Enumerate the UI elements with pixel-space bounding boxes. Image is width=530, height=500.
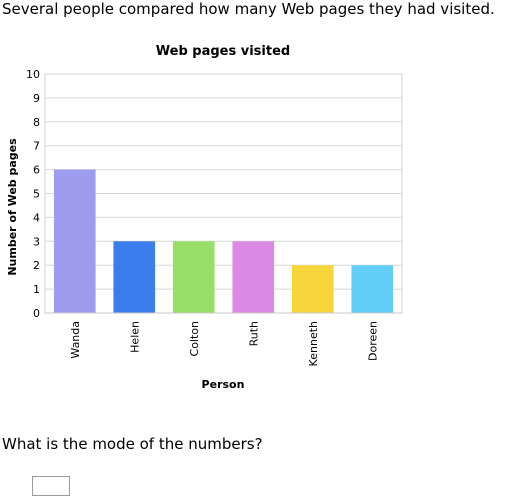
intro-text: Several people compared how many Web pag… xyxy=(2,0,495,18)
chart-title: Web pages visited xyxy=(156,44,290,59)
bar-kenneth xyxy=(291,265,334,313)
x-axis-label: Person xyxy=(202,378,245,391)
gridlines xyxy=(45,97,402,290)
bar-doreen xyxy=(351,265,394,313)
y-tick-label: 5 xyxy=(33,188,40,201)
y-tick-label: 6 xyxy=(33,164,40,177)
question-text: What is the mode of the numbers? xyxy=(2,435,263,453)
bar-ruth xyxy=(232,241,275,313)
bar-helen xyxy=(113,241,156,313)
answer-input[interactable] xyxy=(32,476,70,496)
x-tick-label: Helen xyxy=(128,321,141,353)
y-tick-label: 4 xyxy=(33,211,40,224)
y-tick-label: 10 xyxy=(26,68,40,81)
bar-chart: Web pages visited 0 1 2 3 4 5 6 7 8 9 10 Wanda Hele… xyxy=(6,44,403,391)
y-tick-label: 7 xyxy=(33,140,40,153)
y-axis-label: Number of Web pages xyxy=(6,138,19,276)
bar-wanda xyxy=(53,169,96,313)
y-tick-label: 9 xyxy=(33,92,40,105)
y-tick-label: 0 xyxy=(33,307,40,320)
y-tick-label: 2 xyxy=(33,259,40,272)
x-tick-label: Doreen xyxy=(366,321,379,361)
x-tick-labels: Wanda Helen Colton Ruth Kenneth Doreen xyxy=(69,321,380,366)
y-tick-label: 1 xyxy=(33,283,40,296)
bars xyxy=(53,169,394,313)
x-tick-label: Colton xyxy=(188,321,201,357)
y-tick-label: 8 xyxy=(33,116,40,129)
y-tick-label: 3 xyxy=(33,235,40,248)
x-tick-label: Wanda xyxy=(69,321,82,359)
y-tick-labels: 0 1 2 3 4 5 6 7 8 9 10 xyxy=(26,68,40,320)
x-tick-label: Kenneth xyxy=(307,321,320,366)
x-tick-label: Ruth xyxy=(247,321,260,346)
bar-colton xyxy=(172,241,215,313)
